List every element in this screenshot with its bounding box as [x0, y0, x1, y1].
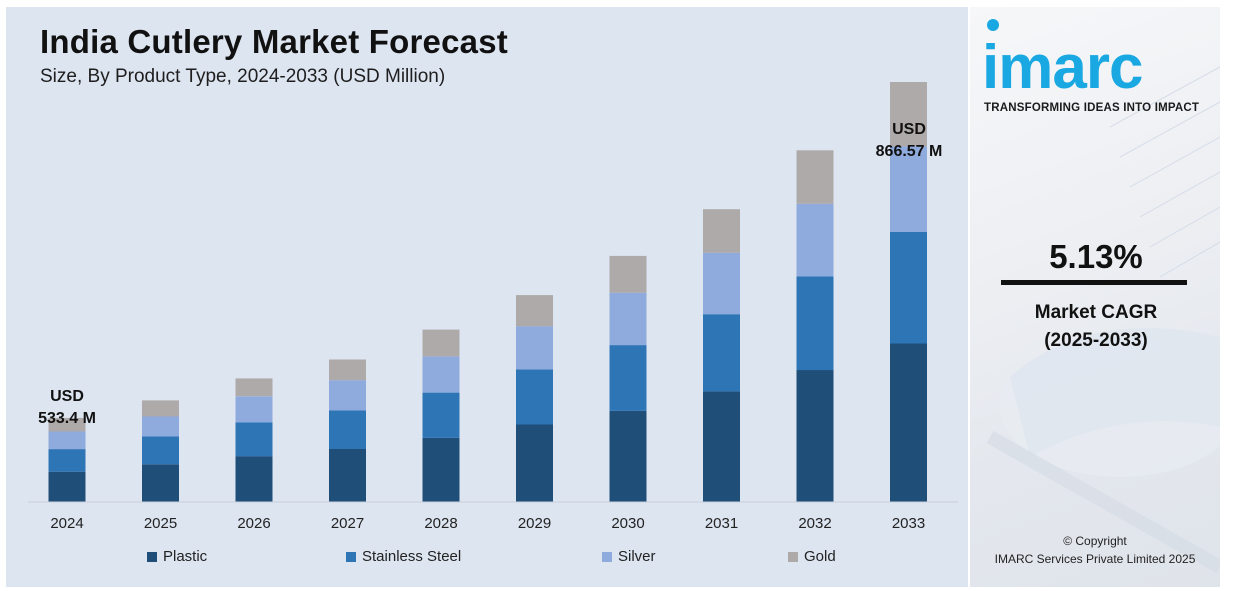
bar-segment-2025-stainless-steel — [142, 436, 179, 465]
bar-segment-2027-plastic — [329, 449, 366, 502]
x-tick-label-2027: 2027 — [331, 515, 364, 532]
chart-panel: 2024 2025 2026 2027 2028 2029 2030 2031 2032 2033… — [6, 7, 968, 587]
bar-segment-2024-stainless-steel — [48, 449, 86, 472]
x-tick-label-2029: 2029 — [518, 515, 551, 532]
legend-item-gold: Gold — [788, 548, 836, 565]
bar-segment-2033-stainless-steel — [890, 231, 927, 344]
bar-segment-2029-silver — [516, 326, 553, 370]
bar-segment-2026-plastic — [235, 456, 273, 502]
x-tick-label-2025: 2025 — [144, 515, 177, 532]
bar-segment-2032-gold — [796, 150, 834, 204]
bar-segment-2025-silver — [142, 416, 179, 437]
bar-segment-2031-stainless-steel — [703, 314, 740, 392]
cagr-divider — [1001, 280, 1187, 285]
bar-segment-2029-stainless-steel — [516, 369, 553, 425]
cagr-label: Market CAGR (2025-2033) — [970, 299, 1220, 355]
legend-item-stainless-steel: Stainless Steel — [346, 548, 461, 565]
cagr-label-line2: (2025-2033) — [1044, 330, 1148, 351]
bar-segment-2027-silver — [329, 380, 366, 411]
side-panel: imarc TRANSFORMING IDEAS INTO IMPACT 5.1… — [970, 7, 1220, 587]
bar-segment-2029-plastic — [516, 424, 553, 502]
x-tick-label-2030: 2030 — [611, 515, 644, 532]
bar-segment-2030-plastic — [609, 410, 647, 502]
start-total-label-line2: 533.4 M — [38, 410, 96, 427]
bar-segment-2026-stainless-steel — [235, 422, 273, 457]
bar-segment-2033-plastic — [890, 343, 927, 502]
bar-segment-2031-plastic — [703, 391, 740, 502]
copyright-line1: © Copyright — [1063, 534, 1127, 548]
bar-segment-2032-silver — [796, 203, 834, 277]
bar-segment-2031-gold — [703, 209, 740, 253]
cagr-label-line1: Market CAGR — [1034, 302, 1158, 323]
legend-swatch-stainless-steel — [346, 551, 356, 562]
bar-segment-2028-silver — [422, 356, 460, 393]
chart-subtitle: Size, By Product Type, 2024-2033 (USD Mi… — [40, 66, 446, 87]
chart-plot: 2024 2025 2026 2027 2028 2029 2030 2031 2032 2033… — [28, 82, 958, 532]
bar-segment-2030-gold — [609, 255, 647, 293]
bar-segment-2027-stainless-steel — [329, 410, 366, 449]
legend-swatch-plastic — [147, 551, 157, 562]
bar-segment-2026-silver — [235, 396, 273, 423]
bar-segment-2026-gold — [235, 378, 273, 397]
x-tick-label-2028: 2028 — [424, 515, 457, 532]
x-tick-label-2031: 2031 — [705, 515, 738, 532]
bar-segment-2031-silver — [703, 252, 740, 315]
x-tick-label-2032: 2032 — [798, 515, 831, 532]
bar-segment-2024-plastic — [48, 471, 86, 502]
bar-segment-2032-stainless-steel — [796, 276, 834, 371]
legend: Plastic Stainless Steel Silver Gold — [6, 548, 968, 570]
bar-segment-2030-stainless-steel — [609, 345, 647, 411]
bar-segment-2025-gold — [142, 400, 179, 417]
legend-label-stainless-steel: Stainless Steel — [362, 548, 462, 565]
bar-segment-2032-plastic — [796, 370, 834, 502]
bar-segment-2028-gold — [422, 329, 460, 357]
legend-swatch-gold — [788, 551, 798, 562]
bar-segment-2029-gold — [516, 295, 553, 327]
x-tick-label-2024: 2024 — [50, 515, 83, 532]
x-tick-label-2033: 2033 — [892, 515, 925, 532]
bar-segment-2033-silver — [890, 146, 927, 232]
bar-segment-2030-silver — [609, 292, 647, 346]
end-total-label-line1: USD — [892, 121, 926, 138]
bar-segment-2027-gold — [329, 359, 366, 381]
x-tick-label-2026: 2026 — [237, 515, 270, 532]
bar-segment-2024-silver — [48, 431, 86, 450]
background-decoration — [986, 66, 1220, 574]
imarc-logo: imarc — [982, 33, 1143, 102]
end-total-label-line2: 866.57 M — [876, 143, 943, 160]
logo-dot-icon — [987, 19, 999, 31]
bar-segment-2033-gold — [890, 82, 927, 147]
legend-label-silver: Silver — [618, 548, 656, 565]
chart-title: India Cutlery Market Forecast — [40, 23, 508, 60]
bar-segment-2028-plastic — [422, 437, 460, 502]
copyright-line2: IMARC Services Private Limited 2025 — [994, 552, 1196, 566]
bar-segment-2024-gold — [48, 417, 86, 432]
start-total-label-line1: USD — [50, 388, 84, 405]
legend-item-plastic: Plastic — [147, 548, 207, 565]
legend-item-silver: Silver — [602, 548, 656, 565]
bar-segment-2028-stainless-steel — [422, 392, 460, 438]
legend-label-plastic: Plastic — [163, 548, 208, 565]
bar-segment-2025-plastic — [142, 464, 179, 502]
brand-tagline: TRANSFORMING IDEAS INTO IMPACT — [984, 102, 1200, 114]
copyright: © Copyright IMARC Services Private Limit… — [970, 532, 1220, 568]
legend-swatch-silver — [602, 551, 612, 562]
legend-label-gold: Gold — [804, 548, 836, 565]
cagr-value: 5.13% — [1049, 238, 1143, 275]
